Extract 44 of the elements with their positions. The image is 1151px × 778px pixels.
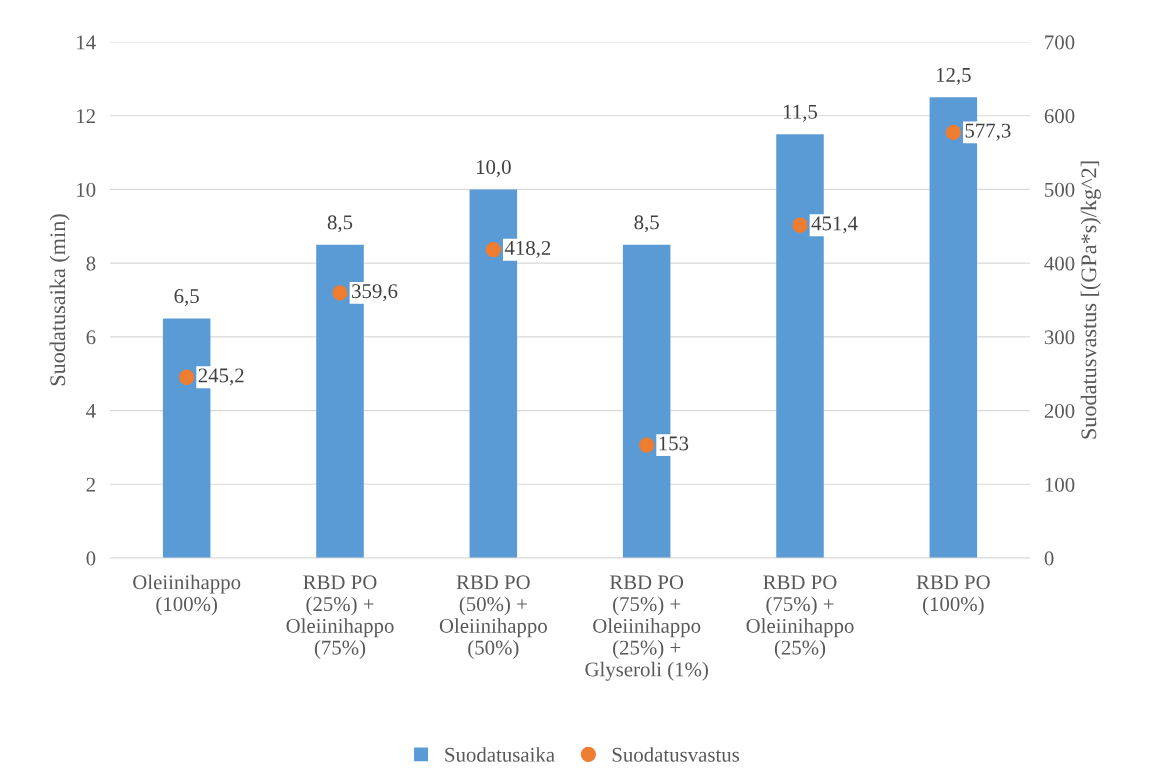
data-label: 6,5	[174, 289, 199, 307]
data-label: 577,3	[965, 123, 1011, 141]
x-tick-label: RBD PO (75%) + Oleiinihappo (25%)	[746, 575, 854, 659]
data-label: 10,0	[476, 160, 511, 178]
y2-tick-label: 200	[1044, 403, 1075, 418]
data-label: 12,5	[936, 67, 971, 85]
y-tick-label: 12	[77, 109, 95, 123]
data-label: 8,5	[634, 215, 659, 233]
point	[179, 369, 195, 385]
y2-tick-label: 100	[1045, 477, 1075, 492]
point	[332, 285, 348, 301]
y2-tick-label: 0	[1044, 551, 1054, 566]
y2-tick-label: 600	[1044, 109, 1075, 124]
y-tick-label: 2	[86, 477, 95, 492]
y2-axis-title: Suodatusvastus [(GPa*s)/kg^2]	[1080, 161, 1101, 439]
legend-label: Suodatusvastus	[612, 747, 740, 762]
data-label: 8,5	[327, 215, 353, 233]
data-label: 153	[659, 436, 689, 451]
y-tick-label: 14	[77, 35, 96, 50]
x-tick-label: RBD PO (50%) + Oleiinihappo (50%)	[439, 575, 547, 659]
y-tick-label: 8	[86, 256, 96, 271]
data-label: 359,6	[352, 284, 398, 302]
y-tick-label: 10	[77, 182, 96, 197]
data-label: 451,4	[811, 216, 858, 234]
y2-tick-label: 300	[1044, 330, 1075, 345]
point	[485, 242, 501, 258]
y-tick-label: 4	[86, 404, 96, 418]
point	[945, 124, 961, 141]
point	[639, 437, 655, 453]
point	[792, 217, 808, 233]
x-tick-label: RBD PO (100%)	[916, 575, 990, 616]
data-label: 11,5	[783, 104, 818, 122]
y2-tick-label: 700	[1045, 35, 1075, 50]
y-axis-title: Suodatusaika (min)	[49, 214, 70, 386]
y-tick-label: 6	[86, 330, 96, 345]
x-tick-label: RBD PO (25%) + Oleiinihappo (75%)	[286, 575, 394, 659]
y-tick-label: 0	[86, 551, 96, 566]
x-tick-label: RBD PO (75%) + Oleiinihappo (25%) + Glyseroli (1%)	[585, 575, 708, 681]
x-tick-label: Oleiinihappo (100%)	[133, 574, 241, 616]
y2-tick-label: 500	[1045, 182, 1075, 197]
legend-label: Suodatusaika	[445, 747, 555, 762]
y2-tick-label: 400	[1044, 256, 1075, 271]
data-label: 245,2	[198, 368, 244, 386]
data-label: 418,2	[504, 240, 551, 258]
